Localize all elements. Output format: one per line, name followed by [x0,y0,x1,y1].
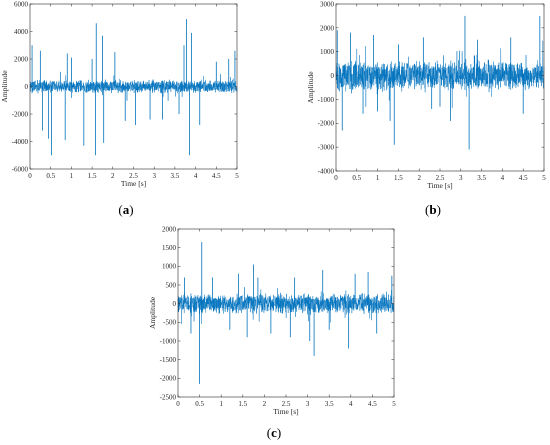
y-tick-label: -4000 [12,138,29,146]
y-tick-label: -2000 [12,110,29,118]
panel-label-close: ) [129,202,133,217]
y-tick-label: 3000 [320,0,335,8]
x-tick-label: 1.5 [238,400,247,408]
x-axis-label: Time [s] [273,407,298,416]
y-tick-label: -1000 [318,96,335,104]
y-tick-label: 4000 [14,28,29,36]
x-tick-label: 2.5 [129,172,138,180]
x-tick-label: 3.5 [171,172,180,180]
y-tick-label: -1500 [160,356,177,364]
y-tick-label: 1500 [162,244,177,252]
panel-label-open: ( [425,202,429,217]
y-tick-label: -2000 [318,120,335,128]
y-tick-label: 2000 [162,225,177,233]
y-axis-label: Amplitude [148,296,157,329]
signal-trace [29,71,238,101]
x-tick-label: 2.5 [282,400,291,408]
panel-label-close: ) [277,425,281,440]
x-tick-label: 5 [542,174,546,182]
y-tick-label: -2500 [160,393,177,401]
x-tick-label: 2 [263,400,267,408]
x-tick-label: 0.5 [46,172,55,180]
x-tick-label: 3 [152,172,156,180]
x-tick-label: 1 [219,400,223,408]
x-tick-label: 4 [194,172,198,180]
panel-label: (a) [118,202,133,217]
x-tick-label: 4 [501,174,505,182]
y-tick-label: -4000 [318,167,335,175]
y-tick-label: -6000 [12,165,29,173]
y-tick-label: 1000 [162,263,177,271]
y-tick-label: -500 [163,319,176,327]
y-tick-label: 2000 [14,55,29,63]
panel-label-open: ( [267,425,271,440]
signal-trace [335,40,545,109]
x-tick-label: 1 [70,172,74,180]
y-tick-label: 6000 [14,0,29,8]
y-tick-label: -2000 [160,375,177,383]
y-tick-label: -1000 [160,337,177,345]
x-tick-label: 0 [176,400,180,408]
x-tick-label: 2 [111,172,115,180]
x-tick-label: 3 [306,400,310,408]
x-tick-label: 3.5 [477,174,486,182]
x-tick-label: 3.5 [325,400,334,408]
panel-label: (c) [267,425,281,440]
chart-panel-b: 0 0.5 1 1.5 2 2.5 3 3.5 4 4.5 5 -4000 -3000 -2000 -100… [306,0,546,217]
panel-label: (b) [425,202,441,217]
y-tick-label: 0 [173,300,177,308]
chart-panel-c: 0 0.5 1 1.5 2 2.5 3 3.5 4 4.5 5 -2500 -2000 -1500 -100… [148,225,396,440]
x-tick-label: 3 [459,174,463,182]
y-tick-label: 1000 [320,48,335,56]
y-tick-label: 2000 [320,24,335,32]
y-axis-label: Amplitude [0,70,9,103]
x-tick-label: 5 [392,400,396,408]
x-axis-label: Time [s] [427,181,452,190]
x-tick-label: 1.5 [394,174,403,182]
x-tick-label: 4.5 [368,400,377,408]
y-tick-label: 500 [166,281,177,289]
y-tick-label: 0 [25,83,29,91]
chart-panel-a: 0 0.5 1 1.5 2 2.5 3 3.5 4 4.5 5 -6000 -4000 -2000 0 200… [0,0,239,217]
x-tick-label: 0 [334,174,338,182]
x-tick-label: 2 [417,174,421,182]
x-tick-label: 0.5 [352,174,361,182]
x-tick-label: 4.5 [519,174,528,182]
x-tick-label: 0.5 [195,400,204,408]
y-tick-label: -3000 [318,144,335,152]
x-tick-label: 5 [235,172,239,180]
y-tick-label: 0 [331,72,335,80]
panel-label-open: ( [118,202,122,217]
panel-label-letter: a [123,202,130,217]
x-tick-label: 4.5 [212,172,221,180]
x-tick-label: 2.5 [436,174,445,182]
x-tick-label: 4 [349,400,353,408]
x-tick-label: 0 [28,172,32,180]
panel-label-letter: b [429,202,436,217]
y-axis-label: Amplitude [306,71,315,104]
panel-label-letter: c [271,425,277,440]
x-axis-label: Time [s] [121,179,146,188]
signal-trace [177,287,395,325]
x-tick-label: 1.5 [88,172,97,180]
panel-label-close: ) [437,202,441,217]
x-tick-label: 1 [376,174,380,182]
